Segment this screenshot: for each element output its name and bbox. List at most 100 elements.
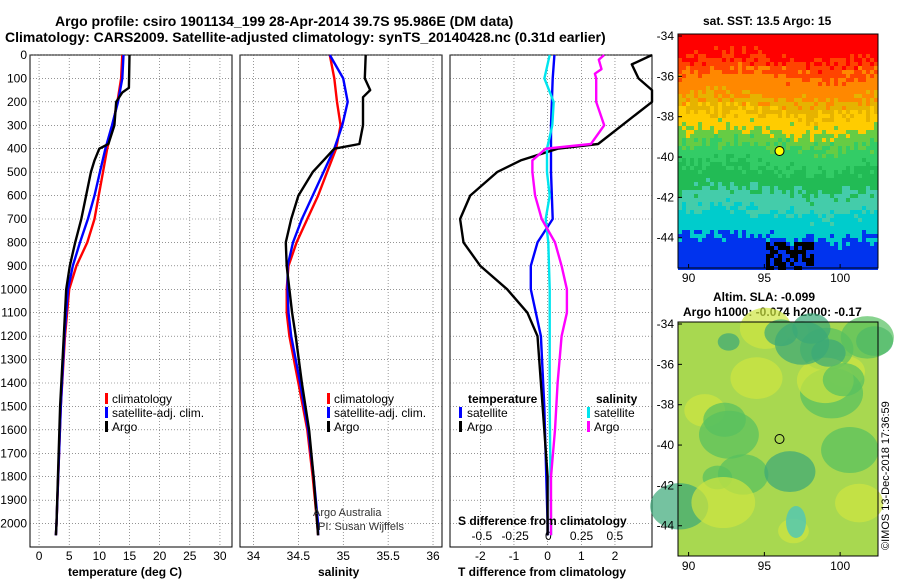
sst-cell — [718, 182, 722, 186]
sst-cell — [698, 70, 702, 74]
sst-cell — [714, 242, 718, 246]
sst-cell — [706, 166, 710, 170]
sst-cell — [790, 66, 794, 70]
sst-cell — [742, 114, 746, 118]
sst-cell — [854, 166, 858, 170]
sst-cell — [798, 70, 802, 74]
sst-cell — [726, 222, 730, 226]
sst-cell — [778, 186, 782, 190]
sst-cell — [810, 222, 814, 226]
sst-cell — [746, 34, 750, 38]
sst-cell — [758, 110, 762, 114]
sst-cell — [782, 102, 786, 106]
sst-cell — [694, 86, 698, 90]
map-y-tick-label: -44 — [657, 231, 675, 245]
sst-cell — [762, 178, 766, 182]
sst-cell — [702, 34, 706, 38]
sst-cell — [822, 114, 826, 118]
sst-cell — [826, 78, 830, 82]
sst-cell — [858, 118, 862, 122]
sst-cell — [714, 110, 718, 114]
sst-cell — [858, 218, 862, 222]
sst-cell — [850, 50, 854, 54]
sst-cell — [830, 218, 834, 222]
sst-cell — [770, 210, 774, 214]
sst-cell — [750, 230, 754, 234]
sst-cell — [834, 190, 838, 194]
sst-cell — [790, 218, 794, 222]
sst-cell — [694, 166, 698, 170]
sst-cell — [826, 198, 830, 202]
sst-cell — [838, 250, 842, 254]
sst-cell — [754, 150, 758, 154]
sst-cell — [706, 230, 710, 234]
sst-cell — [834, 170, 838, 174]
sst-cell — [770, 106, 774, 110]
sst-cell — [806, 254, 810, 258]
sst-cell — [814, 178, 818, 182]
sst-cell — [738, 54, 742, 58]
sst-cell — [862, 186, 866, 190]
sla-blob — [691, 476, 756, 529]
sst-cell — [842, 246, 846, 250]
sst-cell — [802, 166, 806, 170]
sst-cell — [862, 182, 866, 186]
sst-cell — [762, 50, 766, 54]
sst-cell — [746, 186, 750, 190]
sst-cell — [678, 150, 682, 154]
sst-cell — [702, 194, 706, 198]
sst-cell — [846, 194, 850, 198]
sst-cell — [826, 246, 830, 250]
sst-cell — [718, 254, 722, 258]
sst-cell — [702, 138, 706, 142]
sst-cell — [746, 82, 750, 86]
sst-cell — [686, 114, 690, 118]
sst-cell — [826, 86, 830, 90]
sst-cell — [806, 42, 810, 46]
difference-legend: temperature salinity satellite Argo sate… — [459, 392, 638, 434]
sst-cell — [798, 102, 802, 106]
sst-cell — [758, 202, 762, 206]
sst-cell — [794, 102, 798, 106]
sst-cell — [774, 190, 778, 194]
sst-cell — [766, 158, 770, 162]
sst-cell — [706, 94, 710, 98]
sst-cell — [774, 34, 778, 38]
sst-cell — [698, 94, 702, 98]
sst-cell — [702, 130, 706, 134]
sst-cell — [678, 250, 682, 254]
sst-cell — [758, 258, 762, 262]
depth-tick-label: 1800 — [0, 470, 27, 484]
sst-cell — [834, 126, 838, 130]
sst-cell — [678, 54, 682, 58]
sst-cell — [722, 226, 726, 230]
sst-cell — [874, 222, 878, 226]
sst-cell — [842, 74, 846, 78]
sst-cell — [742, 74, 746, 78]
sst-cell — [758, 62, 762, 66]
sst-cell — [682, 50, 686, 54]
sst-cell — [854, 50, 858, 54]
sst-cell — [846, 238, 850, 242]
sst-cell — [754, 250, 758, 254]
sst-cell — [738, 58, 742, 62]
sst-cell — [870, 38, 874, 42]
sst-cell — [778, 170, 782, 174]
sst-cell — [842, 110, 846, 114]
sst-cell — [866, 178, 870, 182]
sst-cell — [838, 234, 842, 238]
sst-cell — [814, 226, 818, 230]
sst-cell — [822, 118, 826, 122]
sst-cell — [698, 194, 702, 198]
sst-cell — [806, 122, 810, 126]
sst-cell — [758, 150, 762, 154]
sst-cell — [694, 62, 698, 66]
sst-cell — [734, 174, 738, 178]
sst-cell — [678, 202, 682, 206]
sst-cell — [850, 158, 854, 162]
sst-cell — [750, 186, 754, 190]
sst-cell — [698, 102, 702, 106]
sst-cell — [850, 142, 854, 146]
sst-cell — [722, 70, 726, 74]
sst-cell — [702, 250, 706, 254]
